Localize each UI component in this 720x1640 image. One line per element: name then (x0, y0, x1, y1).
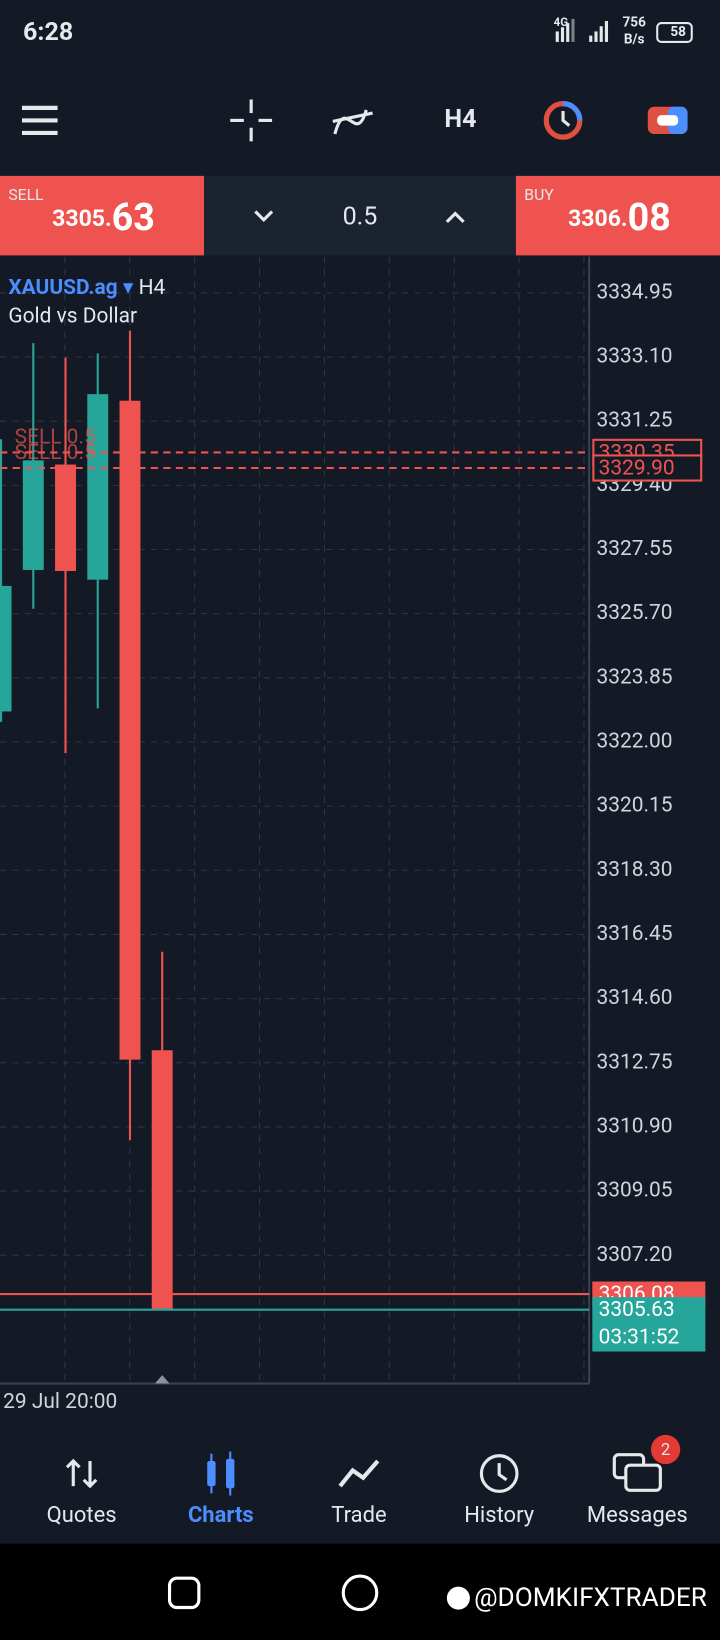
candle-body (87, 394, 109, 580)
sell-price-main: 3305. (52, 205, 112, 232)
indicators-button[interactable] (332, 109, 373, 135)
candle-body (151, 1050, 173, 1310)
chart-timeframe: H4 (139, 275, 166, 299)
one-click-toggle[interactable] (647, 106, 688, 135)
order-price: 3329.90 (599, 457, 675, 481)
volume-panel (204, 175, 516, 256)
labels: 3334.953333.103331.253329.403327.553325.… (0, 280, 706, 1414)
battery-icon (656, 22, 693, 43)
clock-button[interactable] (543, 101, 583, 140)
y-tick-label: 3325.70 (597, 601, 673, 625)
nav-item[interactable]: Charts (188, 1503, 254, 1528)
y-tick-label: 3322.00 (597, 730, 673, 754)
nav-item[interactable]: Quotes (47, 1503, 117, 1528)
menu-button[interactable] (21, 105, 58, 136)
buy-price: 3306.08 (568, 196, 671, 240)
quote-price: 3305.63 (599, 1298, 675, 1322)
home-button[interactable] (341, 1574, 379, 1612)
badge (650, 1434, 681, 1465)
symbol[interactable]: XAUUSD.ag (8, 275, 117, 299)
y-tick-label: 3323.85 (597, 665, 673, 689)
network: 4G (554, 15, 569, 29)
signal-icons (555, 18, 609, 42)
sell-label: SELL (8, 185, 44, 204)
order-name: SELL 0.5 (15, 441, 96, 465)
y-tick-label: 3309.05 (597, 1179, 673, 1203)
nav-item[interactable]: Messages (587, 1503, 688, 1528)
y-tick-label: 3312.75 (597, 1050, 673, 1074)
candle-body (55, 464, 76, 571)
buy-price-main: 3306. (568, 205, 628, 232)
y-tick-label: 3310.90 (597, 1114, 673, 1138)
order-price-box (592, 454, 703, 482)
plot (0, 330, 173, 1310)
badge-count: 2 (661, 1440, 670, 1460)
volume-up[interactable] (445, 211, 465, 224)
y-tick-label: 3327.55 (597, 537, 673, 561)
sell-price: 3305.63 (52, 196, 155, 240)
x-tick-label: 29 Jul 20:00 (3, 1390, 117, 1414)
quote-price-box (592, 1297, 706, 1352)
grid (0, 256, 590, 1384)
recents-button[interactable] (167, 1576, 201, 1610)
watermark: @DOMKIFXTRADER (474, 1583, 707, 1613)
y-tick-label: 3320.15 (597, 794, 673, 818)
y-tick-label: 3331.25 (597, 409, 673, 433)
chart-symbol-line: XAUUSD.ag ▼ H4 (8, 275, 165, 299)
volume[interactable]: 0.5 (343, 202, 378, 231)
candle-body (119, 400, 141, 1060)
clock: 6:28 (23, 18, 73, 47)
y-tick-label: 3318.30 (597, 858, 673, 882)
buy-price-big: 08 (628, 196, 671, 240)
nav-item[interactable]: History (464, 1503, 534, 1528)
candle-body (22, 460, 44, 570)
charts-icon (207, 1451, 235, 1496)
messages-icon (612, 1453, 662, 1492)
battery: 58 (670, 24, 686, 40)
volume-down[interactable] (254, 210, 274, 223)
y-tick-label: 3307.20 (597, 1243, 673, 1267)
nav-labels: Quotes Charts Trade History Messages (47, 1503, 688, 1528)
y-tick-label: 3316.45 (597, 922, 673, 946)
buy-button[interactable] (515, 175, 720, 256)
candle-body (0, 585, 12, 712)
speed-unit: B/s (624, 31, 645, 47)
buy-label: BUY (524, 185, 554, 204)
y-tick-label: 3333.10 (597, 345, 673, 369)
time-cursor (154, 1375, 170, 1384)
nav-item[interactable]: Trade (331, 1503, 386, 1528)
symbol-description: Gold vs Dollar (8, 305, 137, 329)
crosshair-button[interactable] (230, 99, 273, 142)
bottom-nav (0, 1439, 720, 1544)
facebook-icon (446, 1586, 470, 1610)
quotes-icon (65, 1458, 98, 1489)
y-tick-label: 3334.95 (597, 280, 673, 304)
y-tick-label: 3314.60 (597, 986, 673, 1010)
system-nav (0, 1543, 720, 1640)
history-icon (479, 1454, 519, 1493)
sell-price-big: 63 (112, 196, 155, 240)
order-name: SELL 0.5 (15, 425, 96, 449)
timeframe-button[interactable]: H4 (444, 105, 476, 134)
trade-icon (338, 1459, 380, 1488)
sell-button[interactable] (0, 175, 205, 256)
speed: 756 (622, 15, 646, 31)
countdown: 03:31:52 (599, 1325, 680, 1349)
